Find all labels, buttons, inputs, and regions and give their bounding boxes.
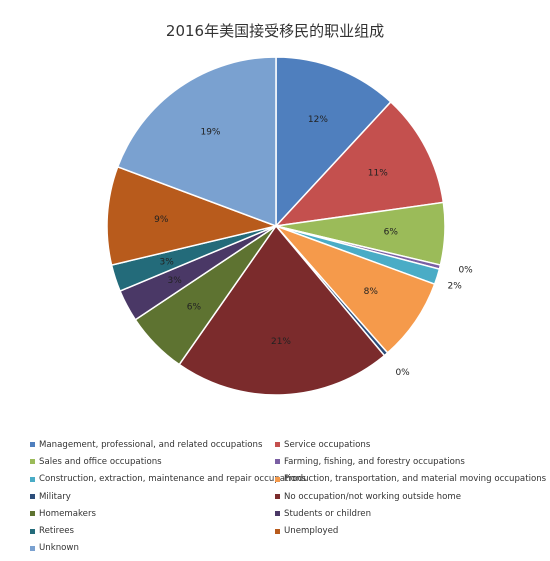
legend-label: Students or children — [284, 508, 372, 519]
legend-swatch — [275, 442, 280, 448]
slice-label-11: 9% — [154, 215, 169, 225]
slice-label-10: 3% — [160, 258, 175, 268]
legend-item-10: Retirees — [30, 522, 275, 539]
legend-swatch — [275, 528, 280, 534]
legend-item-2: Sales and office occupations — [30, 453, 275, 470]
slice-label-7: 21% — [271, 337, 291, 347]
legend-item-12: Unknown — [30, 540, 275, 557]
legend-item-7: No occupation/not working outside home — [275, 488, 540, 505]
slice-label-3: 0% — [458, 266, 473, 276]
legend-label: Farming, fishing, and forestry occupatio… — [284, 456, 465, 467]
slice-label-2: 6% — [384, 227, 399, 237]
slice-label-9: 3% — [168, 276, 183, 286]
legend-label: Unknown — [39, 543, 79, 554]
legend-item-5: Production, transportation, and material… — [275, 471, 546, 488]
legend-label: Retirees — [39, 526, 75, 537]
slice-label-5: 8% — [364, 287, 379, 297]
slice-label-6: 0% — [395, 368, 410, 378]
pie-slice-0 — [275, 56, 392, 228]
legend-item-8: Homemakers — [30, 505, 275, 522]
pie-slice-1 — [274, 100, 445, 228]
legend-swatch — [30, 459, 35, 465]
legend-label: Unemployed — [284, 526, 339, 537]
legend-swatch — [275, 459, 280, 465]
slice-label-12: 19% — [200, 128, 220, 138]
legend-swatch — [30, 442, 35, 448]
slice-label-1: 11% — [368, 169, 388, 179]
legend-swatch — [275, 494, 280, 500]
legend-swatch — [30, 528, 35, 534]
slice-label-8: 6% — [187, 302, 202, 312]
legend-swatch — [30, 511, 35, 517]
legend-item-11: Unemployed — [275, 522, 540, 539]
legend-label: Homemakers — [39, 508, 96, 519]
pie-chart: 12% 11% 6% 0% 2% 8% 0% 21% 6% 3% 3% 9% 19% — [106, 56, 473, 396]
legend-label: Sales and office occupations — [39, 456, 162, 467]
legend-item-3: Farming, fishing, and forestry occupatio… — [275, 453, 540, 470]
chart-title: 2016年美国接受移民的职业组成 — [165, 22, 385, 40]
legend-label: Military — [39, 491, 71, 502]
pie-slice-11 — [106, 165, 279, 266]
legend: Management, professional, and related oc… — [30, 436, 546, 557]
legend-swatch — [275, 511, 280, 517]
legend-item-1: Service occupations — [275, 436, 540, 453]
legend-label: Construction, extraction, maintenance an… — [39, 474, 306, 485]
legend-swatch — [30, 476, 35, 482]
pie-slice-7 — [178, 224, 386, 396]
legend-label: Production, transportation, and material… — [284, 474, 547, 485]
legend-swatch — [30, 545, 35, 551]
legend-label: Management, professional, and related oc… — [39, 439, 263, 450]
legend-swatch — [275, 476, 280, 482]
legend-item-4: Construction, extraction, maintenance an… — [30, 471, 306, 488]
legend-item-6: Military — [30, 488, 275, 505]
slice-label-4: 2% — [448, 282, 463, 292]
slice-label-0: 12% — [308, 115, 328, 125]
legend-label: Service occupations — [284, 439, 371, 450]
legend-label: No occupation/not working outside home — [284, 491, 462, 502]
pie-slice-12 — [116, 56, 277, 228]
legend-swatch — [30, 494, 35, 500]
legend-item-9: Students or children — [275, 505, 540, 522]
legend-item-0: Management, professional, and related oc… — [30, 436, 275, 453]
